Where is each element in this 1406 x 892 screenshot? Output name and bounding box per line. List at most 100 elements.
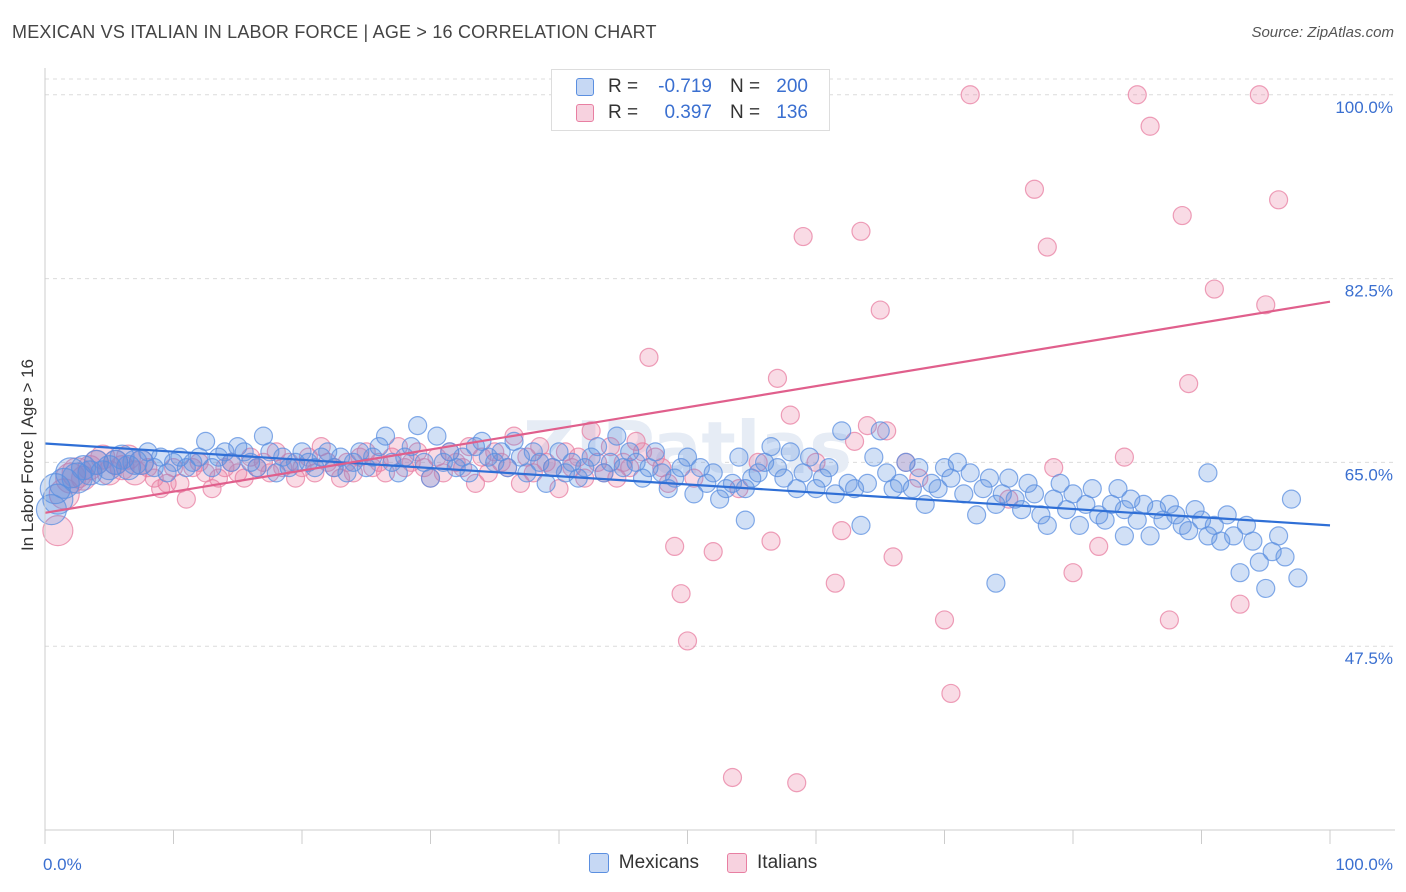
italians-point-108 — [793, 226, 813, 247]
mexicans-point-116 — [780, 442, 800, 462]
mexicans-point-195 — [1288, 568, 1308, 588]
mexicans-point-95 — [645, 442, 665, 462]
mexicans-point-143 — [954, 484, 974, 504]
mexicans-point-61 — [427, 426, 447, 446]
italians-legend-swatch — [727, 853, 748, 873]
mexicans-point-115 — [774, 468, 794, 488]
italians-point-105 — [767, 368, 788, 388]
mexicans-point-111 — [748, 463, 768, 483]
italians-point-74 — [523, 463, 543, 483]
y-tick-label-2: 82.5% — [1345, 282, 1393, 301]
mexicans-point-134 — [896, 452, 916, 472]
mexicans-point-76 — [523, 442, 543, 462]
mexicans-point-53 — [375, 426, 396, 446]
italians-swatch — [576, 104, 594, 122]
italians-point-107 — [787, 773, 807, 793]
italians-point-129 — [1114, 447, 1135, 467]
mexicans-point-136 — [909, 458, 929, 478]
mexicans-point-161 — [1069, 515, 1090, 535]
mexicans-point-85 — [581, 447, 601, 467]
mexicans-point-146 — [973, 479, 993, 499]
italians-point-130 — [1127, 85, 1147, 105]
mexicans-point-140 — [934, 458, 955, 478]
italians-point-14 — [138, 458, 158, 478]
mexicans-point-84 — [575, 458, 595, 478]
r-label: R = — [608, 102, 639, 123]
mexicans-point-20 — [163, 452, 184, 472]
mexicans-point-199 — [986, 573, 1006, 593]
italians-point-113 — [851, 221, 871, 241]
mexicans-point-178 — [1179, 521, 1199, 541]
italians-point-121 — [941, 683, 961, 704]
trend-lines — [44, 300, 1331, 527]
mexicans-point-129 — [864, 447, 884, 467]
italians-point-120 — [934, 610, 955, 630]
mexicans-point-64 — [446, 458, 466, 478]
italians-point-110 — [825, 573, 845, 593]
mexicans-point-138 — [922, 473, 942, 493]
legend-row-mexicans: R = -0.719 N = 200 — [576, 74, 808, 100]
italians-point-139 — [1268, 190, 1289, 210]
mexicans-point-142 — [947, 452, 967, 472]
mexicans-point-119 — [799, 447, 820, 467]
n-label: N = — [730, 102, 761, 123]
x-tick-label-1: 100.0% — [1335, 855, 1393, 874]
mexicans-point-153 — [1018, 473, 1038, 493]
mexicans-point-19 — [157, 463, 177, 483]
mexicans-point-4 — [55, 457, 87, 489]
mexicans-point-127 — [851, 515, 871, 535]
mexicans-point-154 — [1024, 484, 1045, 504]
italians-point-111 — [832, 521, 852, 541]
italians-point-137 — [1249, 85, 1269, 105]
mexicans-point-160 — [1063, 484, 1083, 504]
n-value: 200 — [776, 76, 808, 97]
italians-point-116 — [877, 421, 897, 441]
italians-point-68 — [485, 442, 505, 462]
mexicans-point-125 — [838, 473, 858, 493]
italians-point-138 — [1256, 295, 1276, 315]
mexicans-point-124 — [832, 421, 852, 441]
mexicans-point-25 — [196, 431, 216, 451]
mexicans-point-151 — [1005, 489, 1025, 509]
mexicans-legend-swatch — [588, 853, 609, 873]
chart-title: MEXICAN VS ITALIAN IN LABOR FORCE | AGE … — [12, 22, 657, 42]
italians-point-117 — [883, 547, 903, 567]
italians-point-115 — [870, 300, 890, 320]
italians-point-124 — [1024, 179, 1045, 199]
mexicans-point-190 — [1256, 578, 1276, 599]
mexicans-point-86 — [587, 437, 608, 457]
mexicans-point-175 — [1159, 494, 1179, 514]
mexicans-point-104 — [703, 463, 723, 483]
mexicans-point-100 — [677, 447, 698, 467]
mexicans-point-198 — [1114, 526, 1135, 546]
mexicans-point-194 — [1281, 489, 1302, 509]
n-value: 136 — [776, 102, 808, 123]
italians-point-92 — [639, 347, 659, 367]
italians-point-114 — [857, 416, 878, 436]
italians-point-132 — [1159, 610, 1179, 630]
mexicans-point-108 — [729, 447, 749, 467]
mexicans-point-89 — [607, 426, 627, 446]
mexicans-point-130 — [870, 421, 890, 441]
mexicans-point-169 — [1121, 489, 1141, 509]
mexicans-point-60 — [420, 468, 441, 488]
legend-item-italians[interactable]: Italians — [727, 852, 817, 874]
italians-point-69 — [491, 452, 511, 472]
italians-point-21 — [183, 458, 203, 478]
mexicans-point-168 — [1114, 500, 1135, 520]
axes-layer — [44, 68, 1395, 844]
legend-item-mexicans[interactable]: Mexicans — [588, 852, 699, 874]
italians-point-37 — [285, 468, 306, 488]
italians-point-135 — [1204, 279, 1224, 299]
mexicans-point-41 — [298, 452, 319, 472]
italians-point-89 — [620, 458, 640, 478]
y-tick-label-3: 100.0% — [1335, 98, 1393, 117]
source-label: Source: ZipAtlas.com — [1251, 24, 1394, 41]
mexicans-point-52 — [369, 437, 389, 457]
mexicans-point-133 — [889, 473, 910, 493]
mexicans-point-167 — [1108, 479, 1128, 499]
italians-point-101 — [722, 767, 743, 788]
mexicans-point-80 — [549, 442, 569, 462]
mexicans-point-87 — [594, 463, 614, 483]
